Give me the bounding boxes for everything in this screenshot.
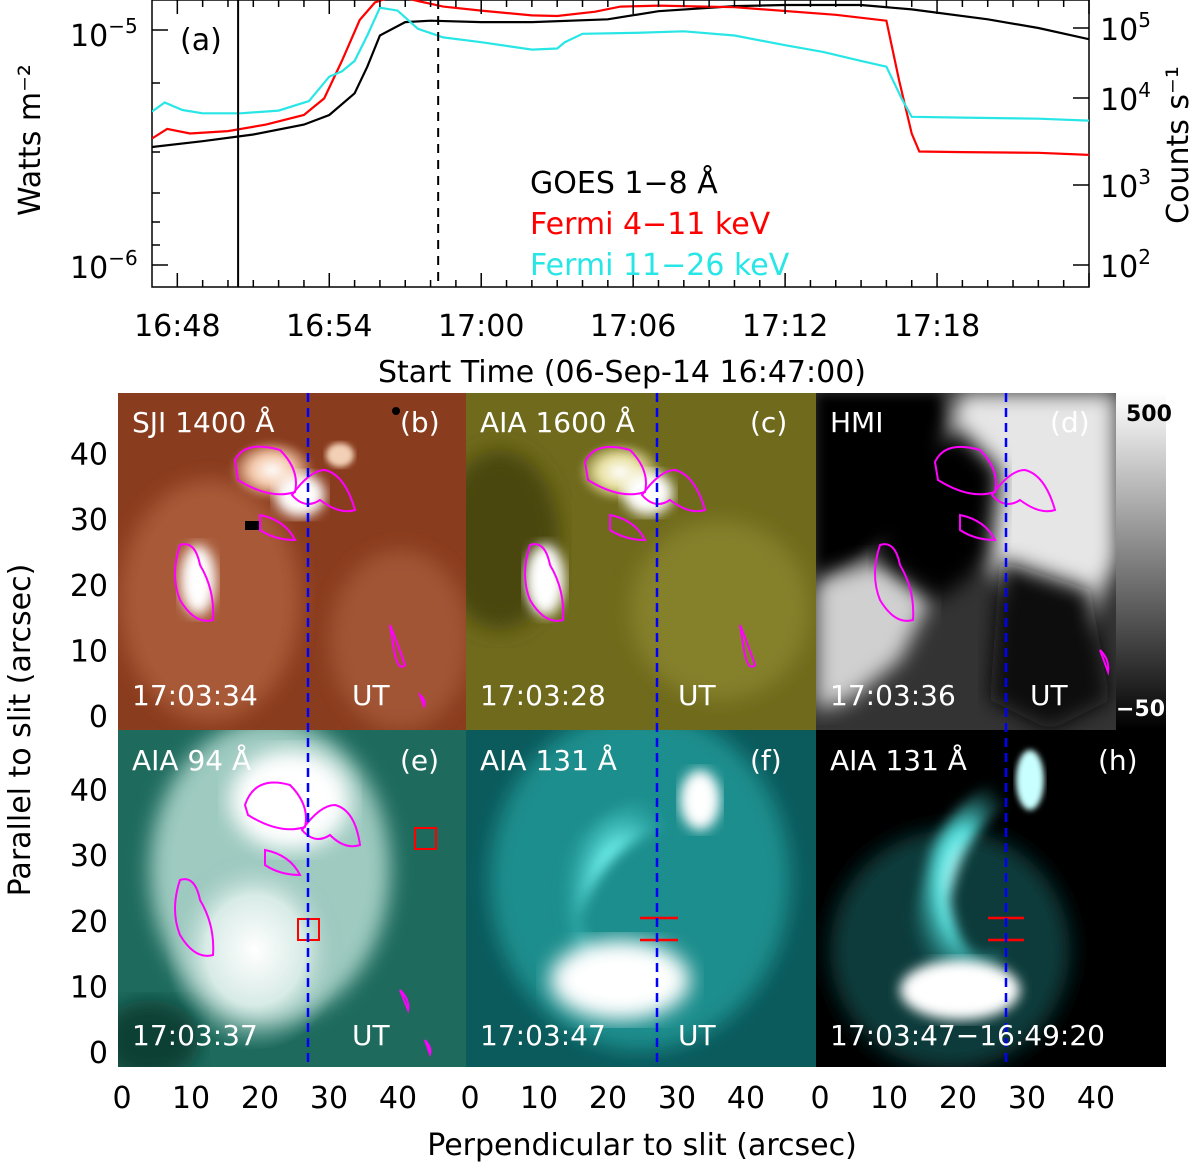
- image-x-tick: 30: [1008, 1081, 1046, 1116]
- panel-b-unit: UT: [352, 679, 390, 712]
- image-y-tick: 0: [89, 700, 108, 735]
- x-tick-label: 17:06: [590, 309, 676, 344]
- x-tick-label: 16:54: [286, 309, 372, 344]
- panel-b-time: 17:03:34: [132, 679, 258, 712]
- image-y-tick: 30: [70, 503, 108, 538]
- legend-goes: GOES 1−8 Å: [530, 165, 718, 201]
- image-x-tick: 10: [870, 1081, 908, 1116]
- panel-d-title: HMI: [830, 406, 883, 439]
- x-tick-label: 17:12: [742, 309, 828, 344]
- image-x-tick: 0: [460, 1081, 479, 1116]
- image-x-tick: 30: [658, 1081, 696, 1116]
- y-left-tick-marks: [152, 29, 168, 266]
- image-y-tick: 20: [70, 905, 108, 940]
- image-y-tick: 30: [70, 839, 108, 874]
- y-right-tick-1e4: 104: [1100, 78, 1151, 118]
- image-x-tick: 20: [241, 1081, 279, 1116]
- panel-f-title: AIA 131 Å: [480, 743, 617, 777]
- panel-e-title: AIA 94 Å: [132, 743, 251, 777]
- colorbar: [1116, 393, 1166, 730]
- panel-h-time: 17:03:47−16:49:20: [830, 1019, 1105, 1052]
- legend-fermi-11-26: Fermi 11−26 keV: [530, 248, 790, 283]
- contours: [174, 445, 1110, 1058]
- legend-fermi-4-11: Fermi 4−11 keV: [530, 207, 771, 242]
- image-y-tick: 40: [70, 774, 108, 809]
- image-x-tick-labels: 0 10 20 30 40 0 10 20 30 40 0 10 20 30 40: [112, 1081, 1115, 1116]
- image-x-tick: 0: [810, 1081, 829, 1116]
- panel-d-unit: UT: [1030, 679, 1068, 712]
- slit-lines: [306, 393, 1008, 1067]
- y-left-tick-1e-5: 10−5: [70, 14, 138, 54]
- panel-b-title: SJI 1400 Å: [132, 405, 275, 439]
- panel-h-letter: (h): [1098, 744, 1138, 777]
- image-x-tick: 0: [112, 1081, 131, 1116]
- image-x-tick: 10: [520, 1081, 558, 1116]
- lightcurve-panel: 10−5 10−6 105 104 103 102 Watts m⁻² Coun…: [13, 0, 1196, 390]
- x-tick-marks: [176, 0, 1090, 287]
- panel-c-letter: (c): [750, 406, 787, 439]
- panel-b-letter: (b): [400, 406, 440, 439]
- x-tick-label: 17:00: [438, 309, 524, 344]
- image-y-tick: 10: [70, 634, 108, 669]
- panel-h-title: AIA 131 Å: [830, 743, 967, 777]
- colorbar-min-label: −500: [1116, 697, 1180, 722]
- image-panel-c: [466, 393, 816, 730]
- lightcurve-frame: [151, 0, 1090, 288]
- image-y-tick-labels: 0 10 20 30 40 0 10 20 30 40: [70, 438, 108, 1071]
- y-right-tick-1e5: 105: [1100, 8, 1151, 48]
- goes-curve: [152, 3, 1089, 149]
- panel-f-time: 17:03:47: [480, 1019, 606, 1052]
- image-x-tick: 20: [589, 1081, 627, 1116]
- y-right-tick-marks: [1073, 27, 1089, 266]
- image-x-tick: 40: [727, 1081, 765, 1116]
- image-y-tick: 0: [89, 1036, 108, 1071]
- image-x-tick: 30: [310, 1081, 348, 1116]
- panel-e-letter: (e): [400, 744, 439, 777]
- x-tick-label: 17:18: [894, 309, 980, 344]
- fermi-4-11kev-curve: [152, 0, 1089, 156]
- image-x-tick: 20: [939, 1081, 977, 1116]
- panel-f-letter: (f): [750, 744, 782, 777]
- image-x-tick: 40: [379, 1081, 417, 1116]
- y-right-axis-label: Counts s⁻¹: [1161, 66, 1196, 224]
- image-y-axis-label: Parallel to slit (arcsec): [3, 564, 38, 897]
- panel-e-time: 17:03:37: [132, 1019, 258, 1052]
- fermi-11-26kev-curve: [152, 6, 1089, 122]
- y-left-axis-label: Watts m⁻²: [13, 64, 48, 216]
- image-x-axis-label: Perpendicular to slit (arcsec): [427, 1128, 857, 1163]
- image-panel-h: [816, 730, 1166, 1067]
- panel-c-unit: UT: [678, 679, 716, 712]
- panel-c-title: AIA 1600 Å: [480, 405, 635, 439]
- image-y-tick: 20: [70, 569, 108, 604]
- panel-d-time: 17:03:36: [830, 679, 956, 712]
- panel-e-unit: UT: [352, 1019, 390, 1052]
- y-right-tick-1e3: 103: [1100, 165, 1151, 205]
- x-axis-label: Start Time (06-Sep-14 16:47:00): [378, 355, 866, 390]
- colorbar-max-label: 500: [1126, 402, 1172, 427]
- panel-f-unit: UT: [678, 1019, 716, 1052]
- x-tick-label: 16:48: [134, 309, 220, 344]
- image-y-tick: 40: [70, 438, 108, 473]
- y-left-tick-1e-6: 10−6: [70, 246, 138, 286]
- image-panel-f: [466, 730, 816, 1067]
- x-tick-labels: 16:48 16:54 17:00 17:06 17:12 17:18: [134, 309, 980, 344]
- panel-label-a: (a): [180, 23, 222, 58]
- image-y-tick: 10: [70, 970, 108, 1005]
- roi-box-top: [414, 827, 437, 850]
- panel-c-time: 17:03:28: [480, 679, 606, 712]
- panel-d-letter: (d): [1050, 406, 1090, 439]
- y-right-tick-1e2: 102: [1100, 245, 1151, 285]
- image-x-tick: 10: [172, 1081, 210, 1116]
- image-x-tick: 40: [1077, 1081, 1115, 1116]
